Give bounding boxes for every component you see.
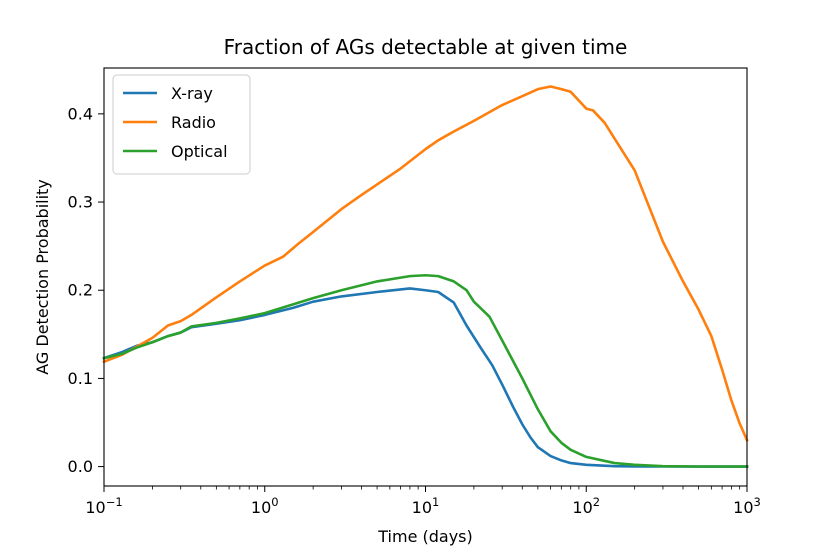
series-line-optical: [102, 273, 749, 468]
legend-label: Optical: [171, 142, 228, 161]
y-tick-label: 0.4: [68, 104, 93, 123]
chart-title: Fraction of AGs detectable at given time: [224, 35, 628, 59]
axes-layer: 10−1 100 101 102 103 0.0 0.1 0.2 0.3 0.4: [68, 67, 761, 517]
legend-box: [112, 74, 251, 175]
y-axis-label: AG Detection Probability: [33, 179, 52, 375]
x-tick-label: 100: [251, 495, 279, 517]
series-layer: [102, 85, 749, 468]
x-axis-label: Time (days): [377, 527, 473, 546]
x-tick-label: 103: [733, 495, 761, 517]
y-tick-label: 0.0: [68, 457, 93, 476]
x-tick-label: 101: [412, 495, 440, 517]
y-tick-label: 0.2: [68, 281, 93, 300]
y-tick-label: 0.3: [68, 193, 93, 212]
series-line-radio: [102, 85, 749, 442]
legend-label: X-ray: [171, 84, 213, 103]
legend: X-ray Radio Optical: [112, 74, 251, 175]
x-tick-label: 102: [572, 495, 600, 517]
x-tick-label: 10−1: [85, 495, 122, 517]
y-tick-label: 0.1: [68, 369, 93, 388]
legend-label: Radio: [171, 113, 216, 132]
